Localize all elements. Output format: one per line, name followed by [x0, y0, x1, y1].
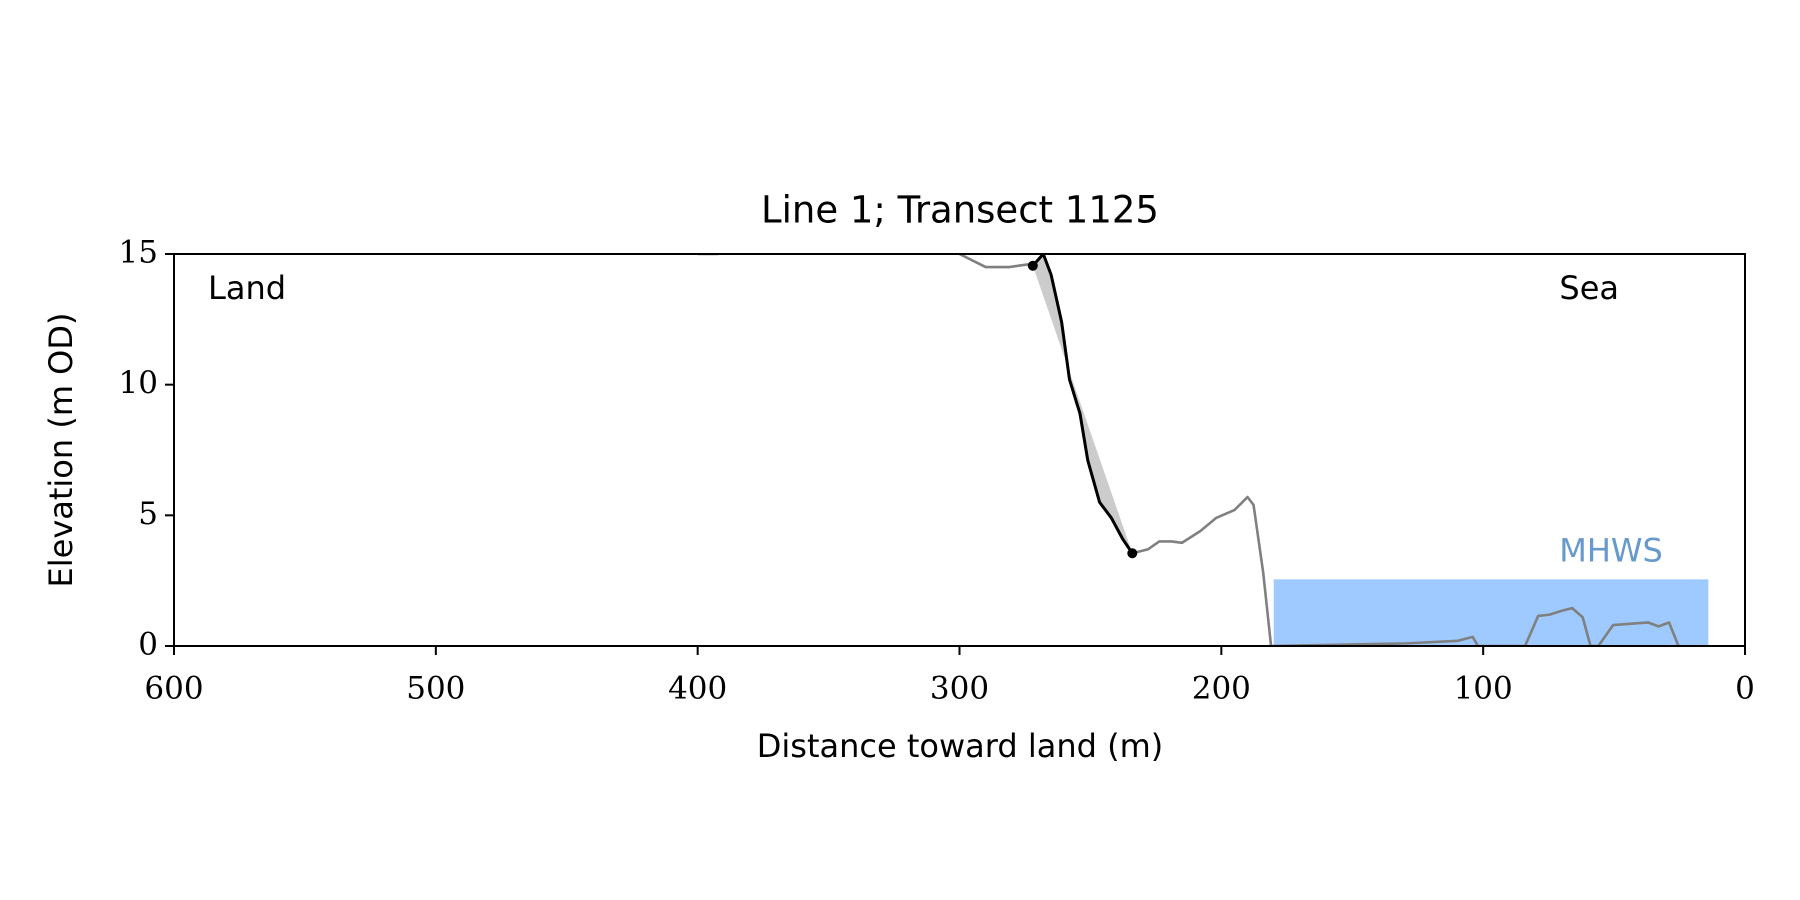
marker — [1127, 548, 1138, 559]
x-tick-label: 200 — [1192, 671, 1251, 707]
y-tick-label: 15 — [119, 235, 158, 271]
x-axis-label: Distance toward land (m) — [757, 727, 1163, 765]
plot-area — [697, 254, 1709, 646]
chart-title: Line 1; Transect 1125 — [761, 189, 1159, 232]
x-tick-label: 600 — [144, 671, 203, 707]
mhws-label: MHWS — [1559, 531, 1663, 569]
x-tick-label: 500 — [406, 671, 465, 707]
x-tick-label: 400 — [668, 671, 727, 707]
y-axis-label: Elevation (m OD) — [42, 313, 80, 588]
y-tick-label: 5 — [138, 496, 158, 532]
x-tick-label: 0 — [1735, 671, 1755, 707]
x-tick-label: 100 — [1454, 671, 1513, 707]
annotation: Sea — [1559, 269, 1619, 307]
cliff-shade — [1032, 254, 1133, 554]
profile-line — [1031, 254, 1134, 555]
y-tick-label: 10 — [119, 365, 158, 401]
x-tick-label: 300 — [930, 671, 989, 707]
y-tick-label: 0 — [138, 627, 158, 663]
annotation: Land — [208, 269, 286, 307]
mhws-band — [1273, 579, 1709, 646]
marker — [1027, 260, 1038, 271]
